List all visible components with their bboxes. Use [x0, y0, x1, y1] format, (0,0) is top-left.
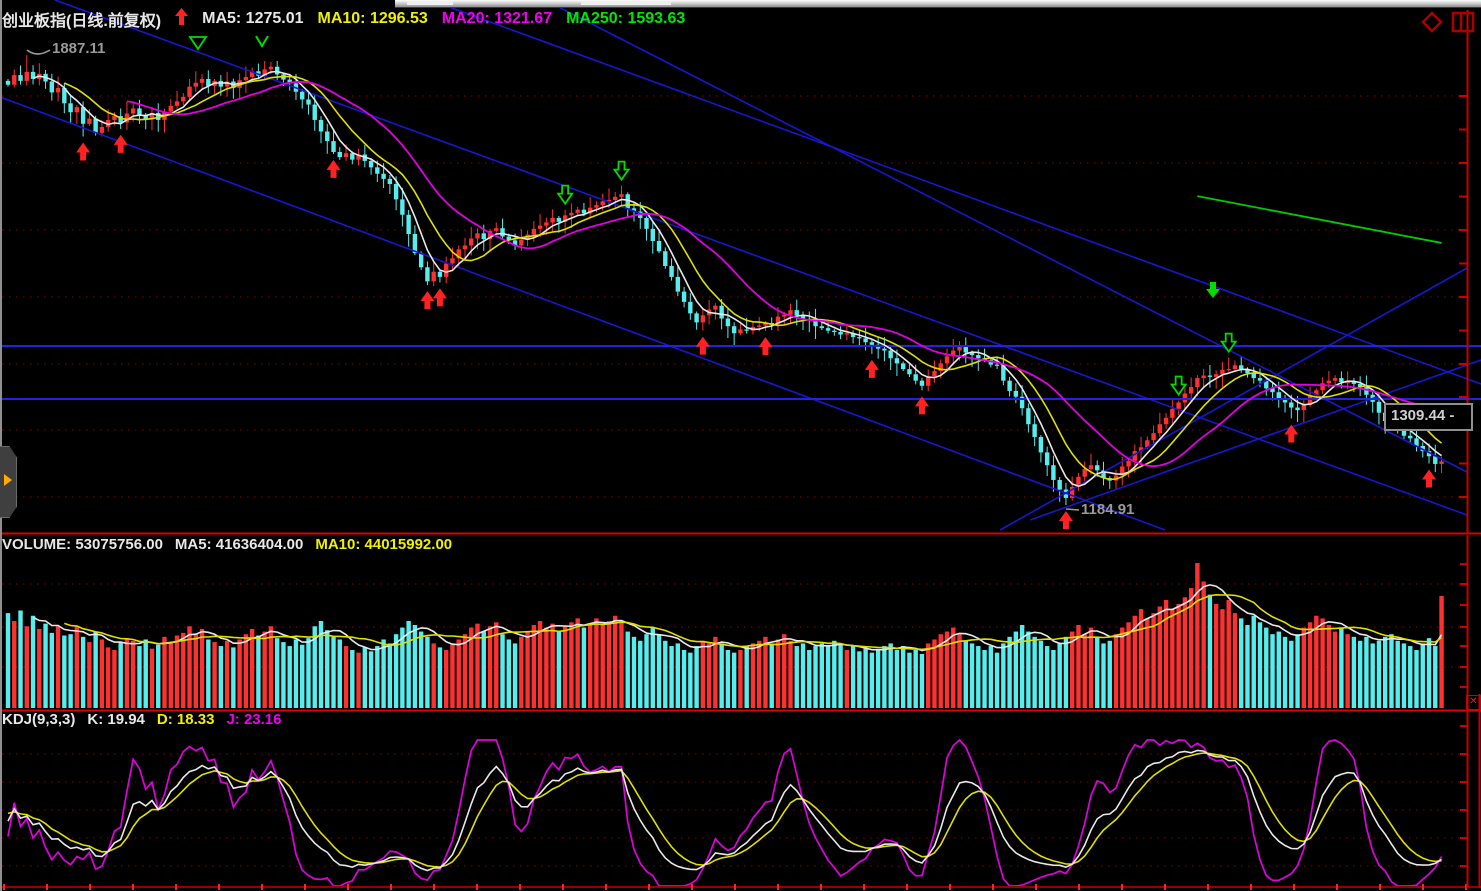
kdj-j-value: J: 23.16 — [226, 711, 282, 728]
trendline-drawings[interactable] — [0, 0, 1481, 531]
volume-bars-layer — [5, 563, 1444, 708]
diamond-icon[interactable] — [1420, 10, 1444, 39]
volume-ma10-value: MA10: 44015992.00 — [315, 536, 453, 553]
ma5-value: MA5: 1275.01 — [202, 10, 304, 27]
low-price-label: 1184.91 — [1081, 501, 1135, 518]
moving-averages-layer — [32, 70, 1442, 488]
main-pane-header: 创业板指(日线.前复权) MA5: 1275.01 MA10: 1296.53 … — [2, 7, 685, 31]
volume-value: VOLUME: 53075756.00 — [2, 536, 163, 553]
volume-ma5-value: MA5: 41636404.00 — [174, 536, 304, 553]
volume-pane-header: VOLUME: 53075756.00 MA5: 41636404.00 MA1… — [2, 536, 452, 553]
corner-icons — [1420, 10, 1475, 39]
sidebar-expand-handle[interactable] — [0, 446, 17, 518]
toolbar-strip — [395, 0, 1481, 8]
up-arrow-icon — [175, 8, 189, 30]
kdj-d-value: D: 18.33 — [156, 711, 215, 728]
price-marker-box: 1309.44 - — [1384, 403, 1473, 431]
ma250-value: MA250: 1593.63 — [566, 10, 686, 27]
close-indicator-button[interactable]: ✕ — [1466, 695, 1481, 710]
gridlines — [2, 95, 1467, 867]
kdj-lines-layer — [7, 738, 1443, 887]
toolbar-strip-highlight — [581, 1, 671, 5]
kdj-title: KDJ(9,3,3) — [2, 711, 76, 728]
candles-layer — [5, 55, 1444, 505]
toolbar-strip-highlight — [407, 1, 453, 5]
ma10-value: MA10: 1296.53 — [317, 10, 428, 27]
left-window-edge — [0, 0, 2, 891]
kdj-k-value: K: 19.94 — [87, 711, 145, 728]
axes-and-borders — [0, 10, 1481, 890]
high-price-label: 1887.11 — [52, 40, 106, 57]
kdj-pane-header: KDJ(9,3,3) K: 19.94 D: 18.33 J: 23.16 — [2, 711, 282, 728]
split-window-icon[interactable] — [1451, 10, 1475, 39]
signal-markers — [76, 35, 1437, 529]
label-connectors — [26, 49, 1080, 511]
instrument-title: 创业板指(日线.前复权) — [2, 13, 162, 30]
volume-ma-layer — [32, 584, 1443, 652]
expand-arrow-icon — [4, 474, 12, 486]
ma20-value: MA20: 1321.67 — [441, 10, 553, 27]
